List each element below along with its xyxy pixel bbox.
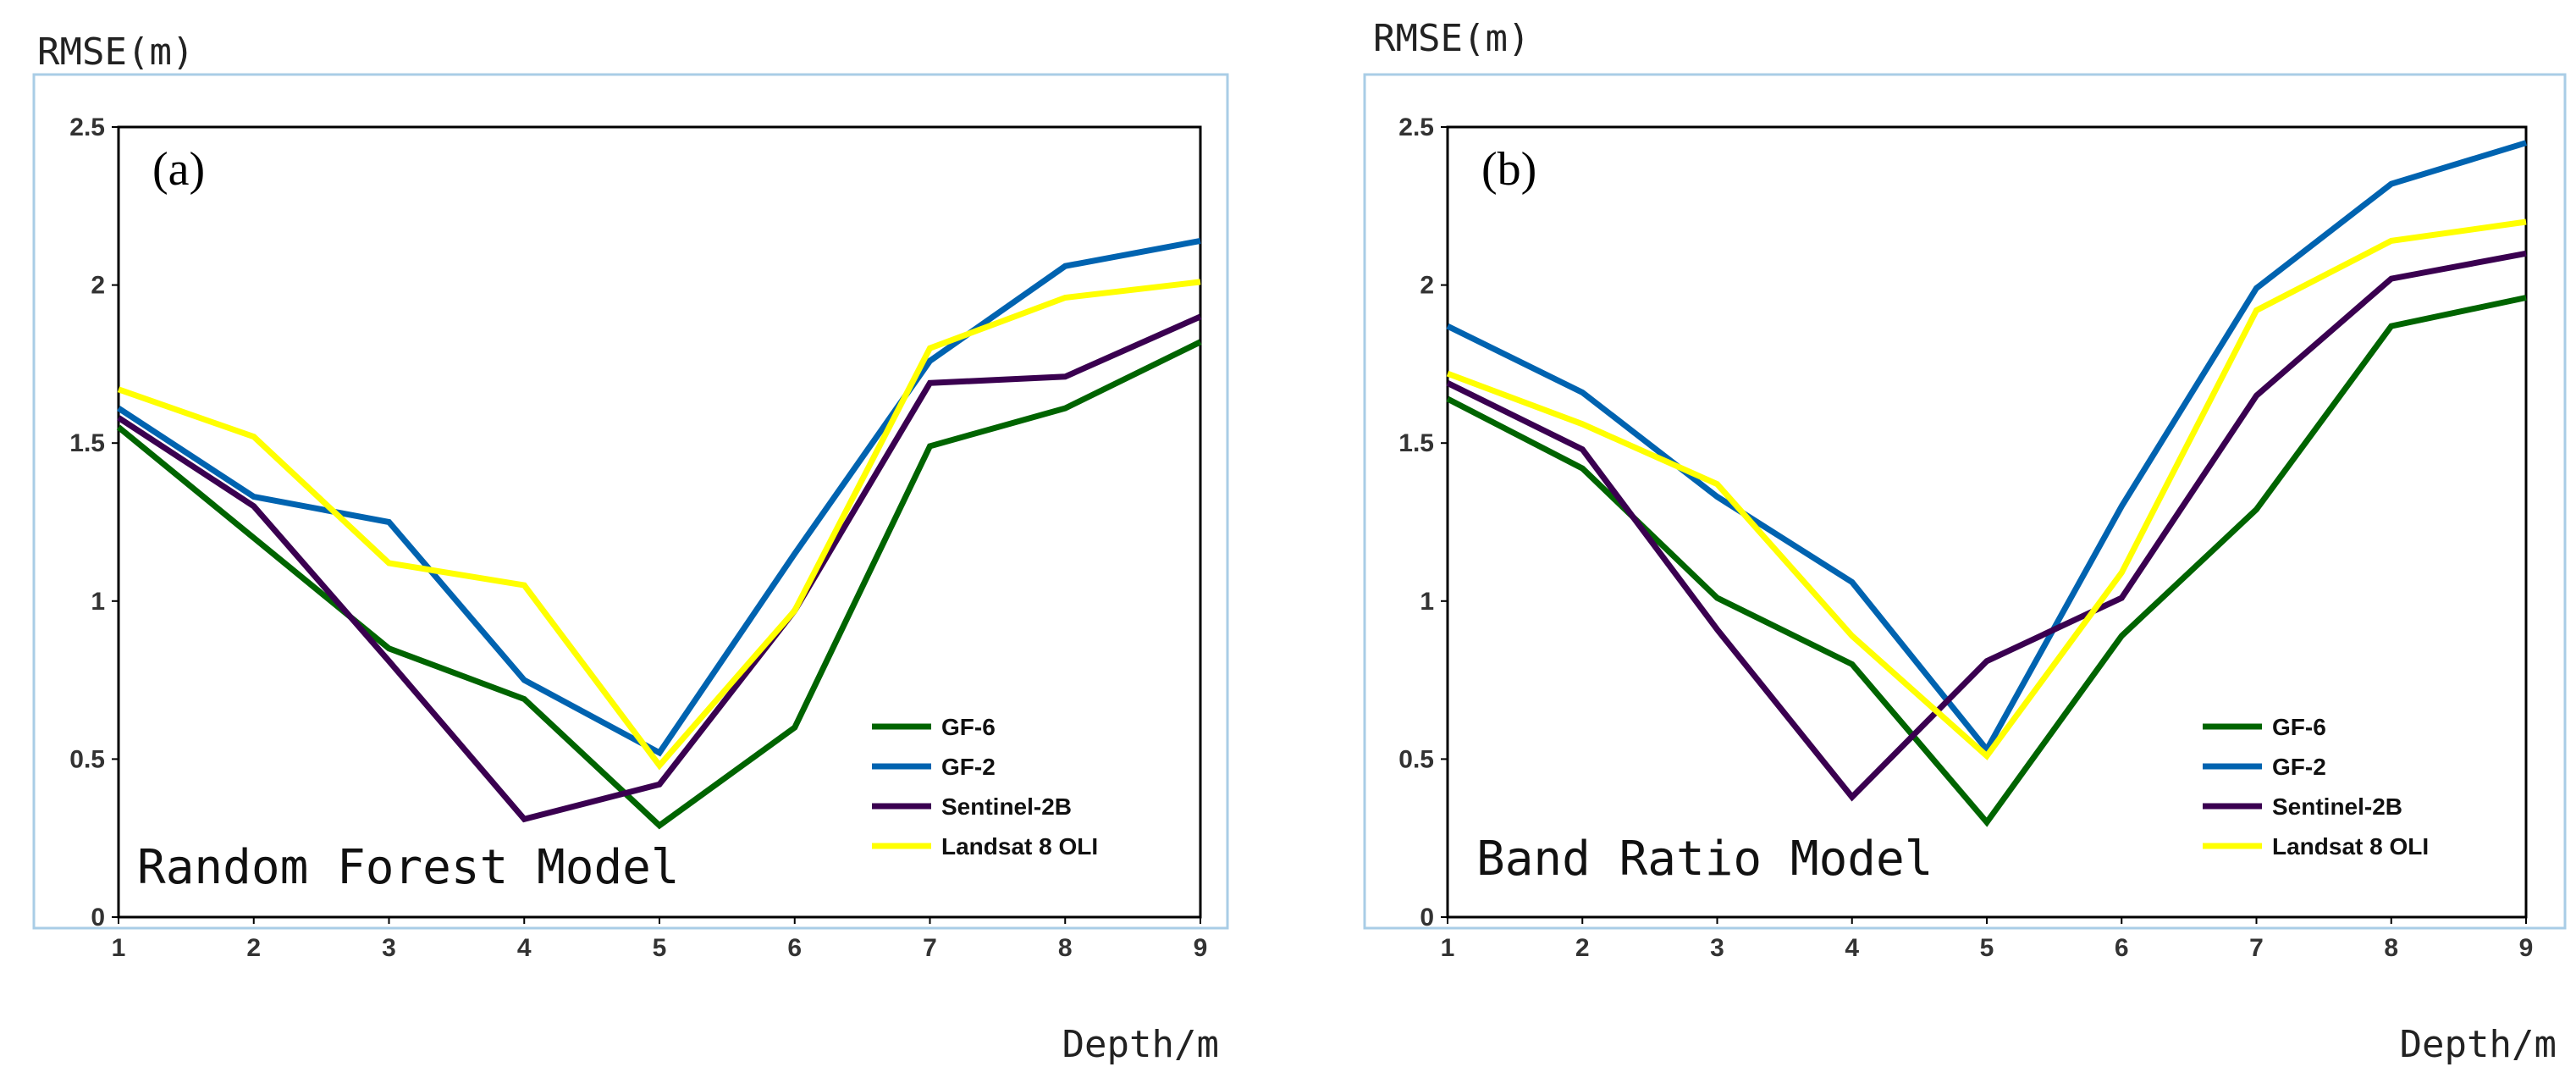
legend-entry: GF-6 bbox=[2272, 714, 2326, 740]
series-line-gf-6 bbox=[116, 339, 1202, 830]
x-tick-label: 9 bbox=[2519, 934, 2534, 962]
y-tick-label: 2.5 bbox=[69, 113, 105, 141]
x-tick-label: 4 bbox=[517, 934, 532, 962]
y-tick-label: 1 bbox=[1420, 588, 1434, 616]
y-tick-label: 2 bbox=[1420, 272, 1434, 300]
chart-frame bbox=[32, 73, 1229, 930]
y-axis-label: RMSE(m) bbox=[37, 30, 194, 74]
legend-entry: GF-2 bbox=[2272, 754, 2326, 780]
x-tick-label: 5 bbox=[653, 934, 667, 962]
y-tick-label: 0 bbox=[91, 904, 105, 932]
y-tick-label: 0.5 bbox=[1398, 745, 1434, 773]
y-tick-label: 2 bbox=[91, 272, 105, 300]
model-name-label: Random Forest Model bbox=[137, 840, 680, 895]
y-tick-label: 2.5 bbox=[1398, 113, 1434, 141]
y-tick-label: 1.5 bbox=[69, 429, 105, 457]
x-tick-label: 3 bbox=[382, 934, 396, 962]
x-axis-label: Depth/m bbox=[2400, 1023, 2557, 1066]
series-line-gf-2 bbox=[117, 237, 1201, 757]
model-name-label: Band Ratio Model bbox=[1476, 832, 1933, 887]
x-tick-label: 1 bbox=[1441, 934, 1455, 962]
legend-entry: Landsat 8 OLI bbox=[2272, 833, 2429, 860]
panel-label: (b) bbox=[1481, 143, 1536, 196]
series-line-landsat-8-oli bbox=[1446, 218, 2527, 760]
x-tick-label: 7 bbox=[2249, 934, 2264, 962]
x-tick-label: 5 bbox=[1980, 934, 1994, 962]
series-line-sentinel-2b bbox=[117, 313, 1202, 823]
chart-panel-b: 0 0.5 1 1.5 2 2.5 1 2 3 4 5 6 7 8 9 RMSE(m) Depth/m (b) Ba… bbox=[1363, 17, 2567, 1066]
x-tick-label: 2 bbox=[246, 934, 261, 962]
legend-entry: GF-6 bbox=[941, 714, 996, 740]
x-tick-label: 1 bbox=[112, 934, 126, 962]
legend-entry: Landsat 8 OLI bbox=[941, 833, 1098, 860]
series-line-sentinel-2b bbox=[1446, 250, 2527, 802]
chart-frame bbox=[1363, 73, 2567, 930]
x-tick-label: 8 bbox=[2384, 934, 2398, 962]
y-axis-label: RMSE(m) bbox=[1373, 17, 1530, 60]
x-tick-label: 8 bbox=[1058, 934, 1073, 962]
series-line-landsat-8-oli bbox=[117, 279, 1201, 771]
x-tick-label: 6 bbox=[2115, 934, 2129, 962]
x-tick-label: 9 bbox=[1194, 934, 1208, 962]
legend-entry: Sentinel-2B bbox=[2272, 793, 2402, 820]
y-tick-label: 0.5 bbox=[69, 745, 105, 773]
panel-label: (a) bbox=[152, 143, 205, 196]
legend: GF-6 GF-2 Sentinel-2B Landsat 8 OLI bbox=[2203, 714, 2429, 860]
series-line-gf-2 bbox=[1446, 140, 2528, 755]
x-axis-label: Depth/m bbox=[1062, 1023, 1219, 1066]
x-tick-label: 4 bbox=[1845, 934, 1859, 962]
y-tick-label: 1.5 bbox=[1398, 429, 1434, 457]
x-tick-label: 3 bbox=[1710, 934, 1724, 962]
x-tick-label: 6 bbox=[787, 934, 802, 962]
y-tick-label: 1 bbox=[91, 588, 105, 616]
legend: GF-6 GF-2 Sentinel-2B Landsat 8 OLI bbox=[872, 714, 1098, 860]
x-tick-label: 7 bbox=[923, 934, 937, 962]
chart-panel-a: 0 0.5 1 1.5 2 2.5 1 2 3 4 5 6 7 8 9 RMSE(m) Depth/m (a) Ra… bbox=[32, 30, 1229, 1066]
y-tick-label: 0 bbox=[1420, 904, 1434, 932]
legend-entry: Sentinel-2B bbox=[941, 793, 1072, 820]
x-tick-label: 2 bbox=[1575, 934, 1590, 962]
legend-entry: GF-2 bbox=[941, 754, 996, 780]
